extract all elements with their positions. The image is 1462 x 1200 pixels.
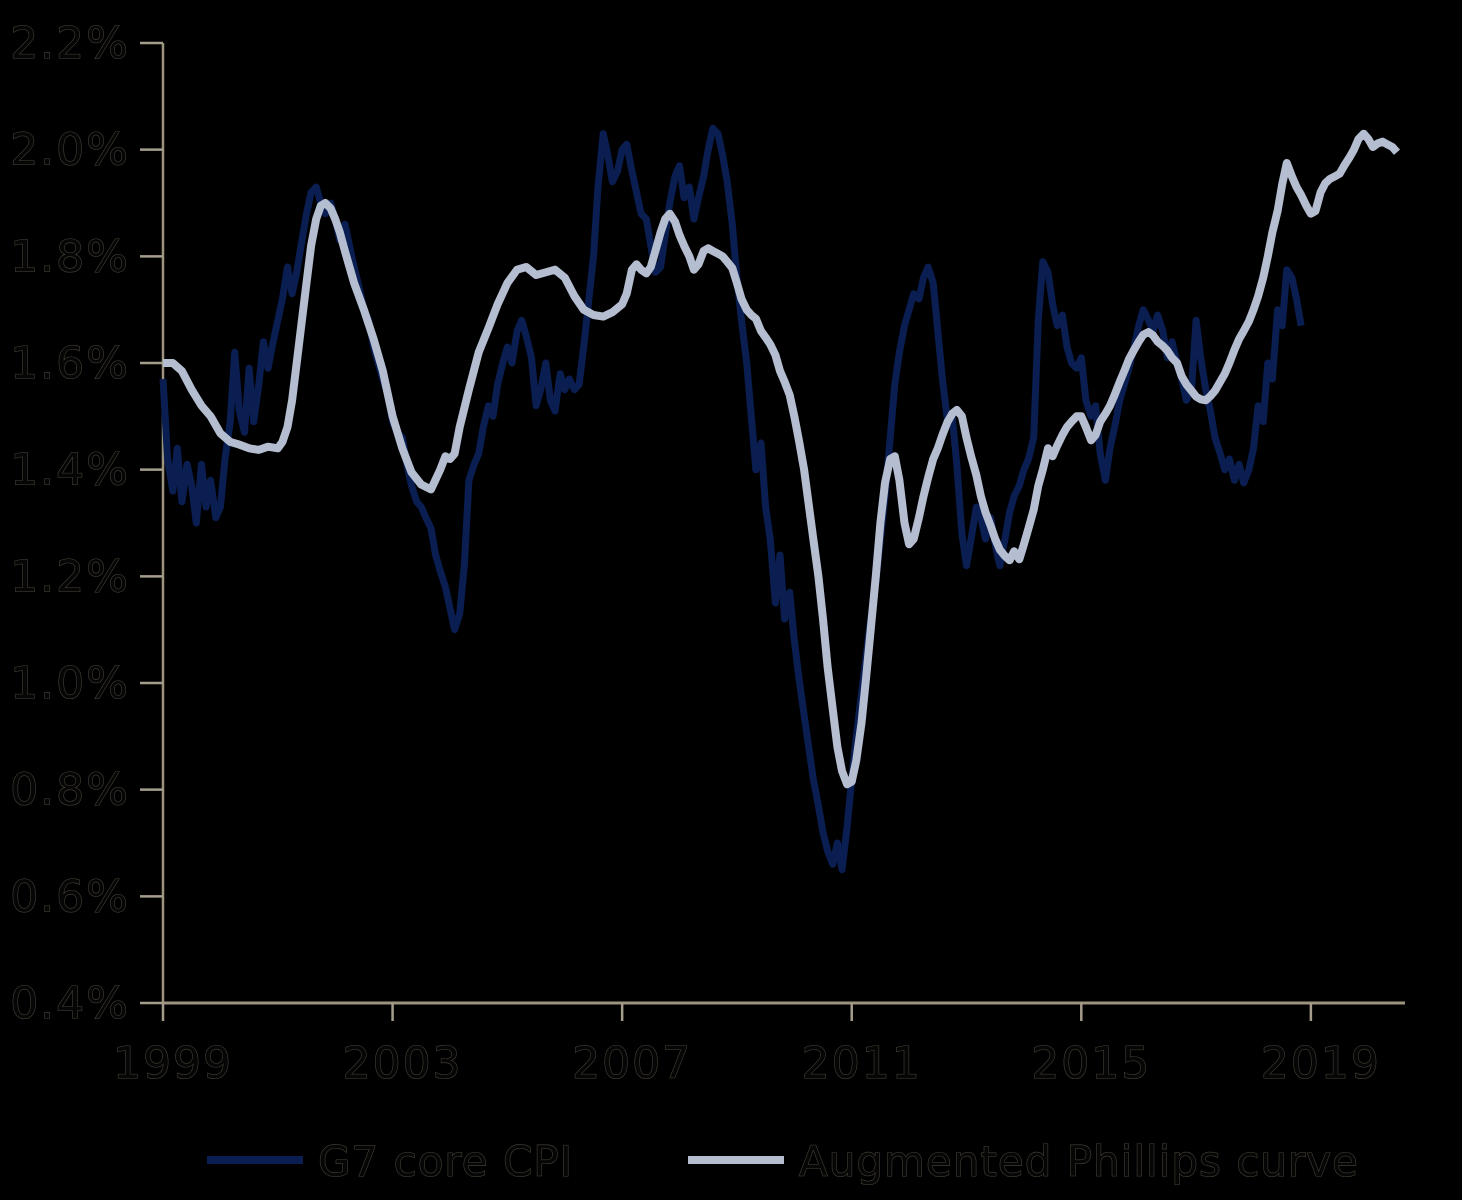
legend-label: G7 core CPI [318,1137,573,1186]
y-tick-label: 1.4% [10,445,130,496]
x-tick-label: 2003 [343,1038,463,1089]
series-augmented-phillips-curve-line [163,129,1401,789]
x-axis-tick-labels: 1999 2003 2007 2011 2015 2019 [112,1037,1381,1089]
series-lines [159,124,1401,874]
y-tick-label: 0.8% [10,765,130,816]
x-tick-label: 1999 [113,1038,233,1089]
y-tick-label: 2.2% [10,18,130,69]
y-tick-label: 1.8% [10,231,130,282]
y-tick-label: 1.6% [10,338,130,389]
y-tick-label: 2.0% [10,125,130,176]
x-tick-label: 2015 [1031,1038,1151,1089]
x-tick-label: 2011 [802,1038,922,1089]
legend-label: Augmented Phillips curve [799,1137,1359,1186]
y-tick-label: 1.0% [10,658,130,709]
x-tick-label: 2007 [572,1038,692,1089]
x-tick-label: 2019 [1261,1038,1381,1089]
legend: G7 core CPI Augmented Phillips curve [207,1136,1359,1187]
y-tick-label: 0.6% [10,871,130,922]
y-tick-label: 1.2% [10,551,130,602]
legend-item-augmented-phillips-curve: Augmented Phillips curve [688,1136,1359,1187]
y-tick-label: 0.4% [10,978,130,1029]
legend-item-g7-core-cpi: G7 core CPI [207,1136,573,1187]
y-axis-tick-labels: 2.2% 2.0% 1.8% 1.6% 1.4% 1.2% 1.0% 0.8% 0.6% 0.4% [10,17,130,1029]
series-g7-core-cpi-line [159,124,1305,874]
axes [140,41,1405,1021]
